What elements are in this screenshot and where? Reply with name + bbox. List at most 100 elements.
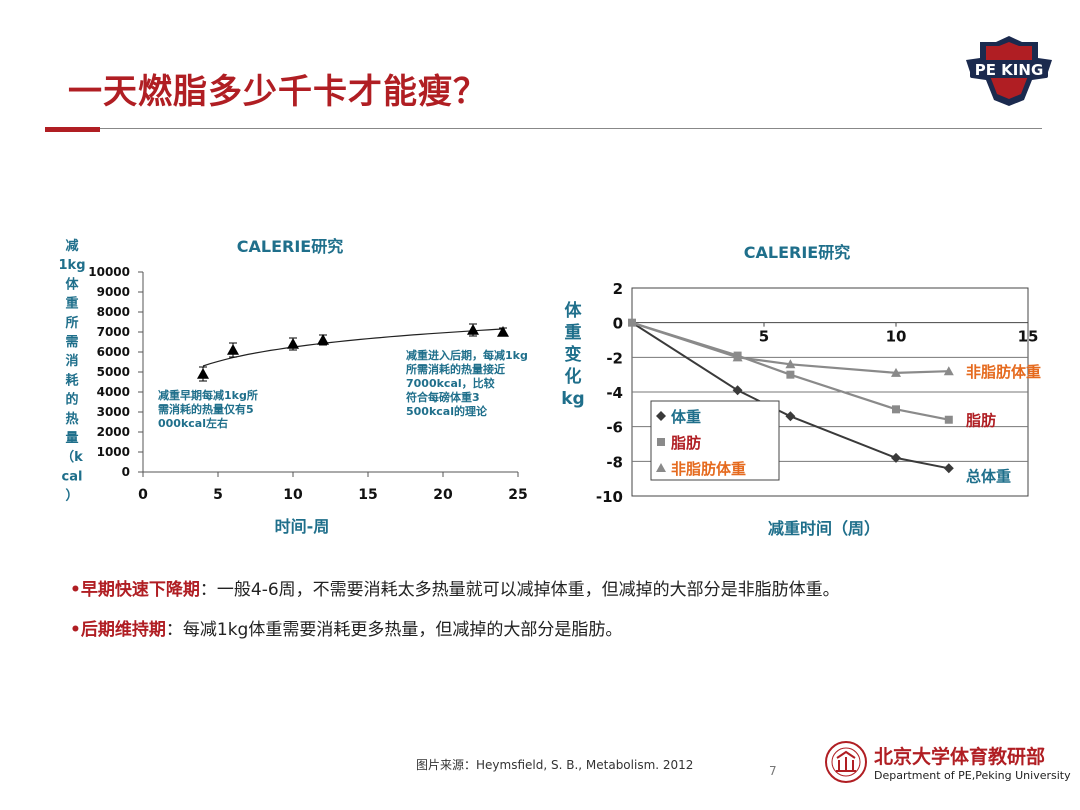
- legend-label: 体重: [671, 408, 701, 426]
- series-end-label: 总体重: [966, 467, 1011, 485]
- y-axis-label-char: kg: [561, 389, 584, 409]
- data-point: [732, 385, 743, 396]
- y-tick-label: 3000: [97, 405, 130, 419]
- logo-text: PE KING: [975, 61, 1044, 79]
- x-tick-label: 5: [213, 487, 223, 503]
- y-tick-label: 2: [613, 280, 623, 298]
- department-name-zh: 北京大学体育教研部: [874, 746, 1046, 768]
- trend-line: [202, 328, 504, 367]
- annotation-text: 7000kcal，比较: [406, 376, 495, 390]
- y-axis-label-char: 的: [65, 392, 78, 408]
- data-point: [732, 352, 743, 362]
- y-tick-label: -8: [606, 453, 623, 471]
- y-axis-label-char: 耗: [65, 372, 78, 388]
- y-axis-label-char: 消: [65, 353, 78, 369]
- annotation-text: 符合每磅体重3: [406, 390, 480, 404]
- annotation-text: 需消耗的热量仅有5: [158, 402, 254, 416]
- department-footer: 北京大学体育教研部 Department of PE,Peking Univer…: [822, 738, 1071, 788]
- y-axis-label-char: 1kg: [59, 258, 86, 273]
- y-axis-label-char: 体: [65, 276, 79, 292]
- data-point: [785, 359, 796, 369]
- data-point: [785, 411, 796, 422]
- data-point: [943, 366, 954, 376]
- legend-box: [650, 400, 780, 481]
- y-tick-label: 0: [613, 315, 623, 333]
- legend-label: 脂肪: [671, 434, 701, 452]
- y-tick-label: -6: [606, 419, 623, 437]
- y-axis-label-char: 变: [565, 344, 582, 365]
- data-point: [944, 415, 953, 424]
- title-divider: [100, 128, 1042, 129]
- bullet-text: ：每减1kg体重需要消耗更多热量，但减掉的大部分是脂肪。: [165, 620, 623, 640]
- x-tick-label: 15: [358, 487, 377, 503]
- y-axis-label-char: 重: [65, 296, 78, 312]
- data-point: [786, 370, 795, 379]
- y-axis-label-char: 减: [65, 238, 78, 254]
- data-point: [287, 338, 299, 349]
- x-tick-label: 15: [1018, 328, 1039, 346]
- bullet-lead: •后期维持期: [70, 620, 166, 640]
- y-tick-label: 1000: [97, 445, 130, 459]
- series-end-label: 脂肪: [966, 412, 996, 430]
- bullet-lead: •早期快速下降期: [70, 580, 200, 600]
- data-point: [943, 463, 954, 474]
- bullet-item: •后期维持期：每减1kg体重需要消耗更多热量，但减掉的大部分是脂肪。: [70, 610, 840, 650]
- x-axis-label: 时间-周: [275, 517, 330, 536]
- y-axis-label-char: cal: [62, 469, 83, 484]
- y-tick-label: -2: [606, 349, 623, 367]
- data-point: [891, 367, 901, 377]
- page-number: 7: [769, 764, 777, 778]
- annotation-text: 减重进入后期，每减1kg: [406, 348, 528, 362]
- title-accent-bar: [45, 127, 100, 132]
- data-point: [467, 324, 479, 335]
- chart-title: CALERIE研究: [237, 237, 343, 256]
- x-tick-label: 20: [433, 487, 453, 503]
- y-axis-label-char: 所: [65, 315, 78, 331]
- y-tick-label: 0: [122, 465, 130, 479]
- y-tick-label: 4000: [97, 385, 130, 399]
- y-axis-label-char: 体: [565, 300, 583, 321]
- y-tick-label: -10: [596, 488, 623, 506]
- x-tick-label: 25: [508, 487, 527, 503]
- data-point: [227, 344, 239, 355]
- chart-title: CALERIE研究: [744, 243, 850, 262]
- y-axis-label-char: 重: [565, 322, 582, 343]
- bullet-text: ：一般4-6周，不需要消耗太多热量就可以减掉体重，但减掉的大部分是非脂肪体重。: [199, 580, 840, 600]
- legend-marker: [656, 411, 666, 421]
- x-tick-label: 0: [138, 487, 148, 503]
- data-point: [891, 452, 901, 463]
- y-axis-label-char: 热: [65, 411, 78, 427]
- data-point: [628, 318, 636, 327]
- series-end-label: 非脂肪体重: [966, 363, 1041, 381]
- data-point: [317, 334, 329, 345]
- y-tick-label: 2000: [97, 425, 130, 439]
- x-tick-label: 5: [759, 328, 769, 346]
- legend-marker: [656, 463, 666, 472]
- y-tick-label: -4: [606, 384, 623, 402]
- bullet-list: •早期快速下降期：一般4-6周，不需要消耗太多热量就可以减掉体重，但减掉的大部分…: [70, 570, 840, 650]
- university-seal-icon: [825, 741, 867, 783]
- legend-label: 非脂肪体重: [671, 460, 746, 478]
- department-name-en: Department of PE,Peking University: [874, 769, 1071, 782]
- y-axis-label-char: （k: [61, 449, 83, 465]
- pe-king-logo: PE KING: [966, 36, 1052, 106]
- x-axis-label: 减重时间（周）: [768, 519, 880, 538]
- y-tick-label: 10000: [88, 265, 130, 279]
- data-point: [892, 405, 900, 414]
- annotation-text: 000kcal左右: [158, 416, 228, 430]
- annotation-text: 所需消耗的热量接近: [406, 362, 505, 376]
- y-tick-label: 6000: [97, 345, 130, 359]
- y-tick-label: 7000: [97, 325, 130, 339]
- page-title: 一天燃脂多少千卡才能瘦？: [68, 72, 488, 112]
- y-axis-label-char: 化: [565, 366, 582, 387]
- y-axis-label-char: 需: [65, 335, 78, 350]
- image-source: 图片来源：Heymsfield, S. B., Metabolism. 2012: [416, 758, 694, 772]
- bullet-item: •早期快速下降期：一般4-6周，不需要消耗太多热量就可以减掉体重，但减掉的大部分…: [70, 570, 840, 610]
- x-tick-label: 10: [886, 328, 907, 346]
- legend-marker: [657, 438, 665, 446]
- chart-area: CALERIE研究0100020003000400050006000700080…: [59, 237, 1042, 538]
- y-axis-label-char: 量: [65, 431, 78, 446]
- data-point: [497, 326, 509, 337]
- x-tick-label: 10: [283, 487, 303, 503]
- annotation-text: 500kcal的理论: [406, 404, 488, 418]
